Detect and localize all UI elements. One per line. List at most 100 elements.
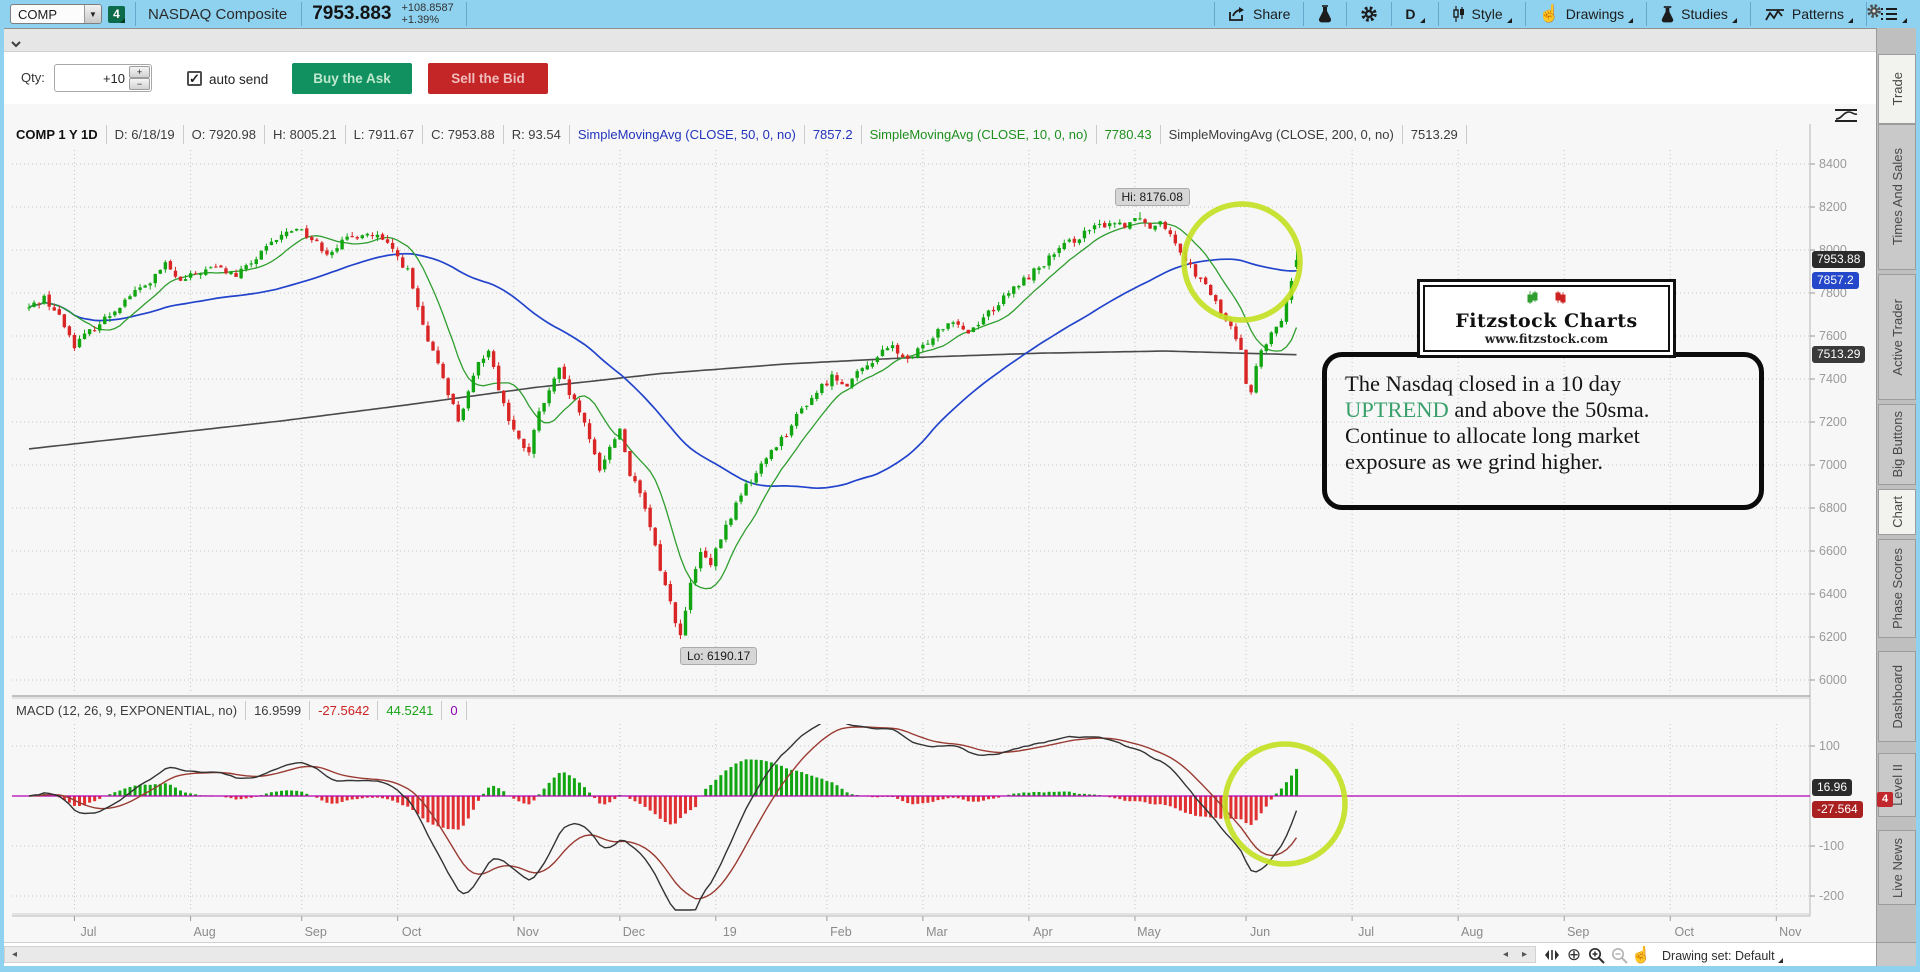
svg-text:May: May <box>1137 925 1161 939</box>
drawings-button[interactable]: ☝ Drawings <box>1526 0 1647 28</box>
dropdown-corner-icon <box>1777 958 1783 963</box>
ohlc-cell: 7780.43 <box>1097 125 1161 144</box>
auto-send-checkbox[interactable]: ✓ <box>187 71 202 86</box>
studies-button[interactable]: Studies <box>1647 0 1750 28</box>
macd-axis-badge: 16.96 <box>1812 778 1853 796</box>
analyze-button[interactable] <box>1304 0 1346 28</box>
svg-text:Aug: Aug <box>193 925 215 939</box>
sidebar-tab-active-trader[interactable]: Active Trader <box>1878 274 1916 400</box>
sidebar-tab-live-news[interactable]: Live News <box>1878 830 1916 905</box>
sidebar-tab-chart[interactable]: Chart <box>1878 489 1916 535</box>
chart-panel[interactable]: 8400820080007800760074007200700068006600… <box>4 104 1876 942</box>
svg-text:Feb: Feb <box>830 925 852 939</box>
qty-decrement-button[interactable]: − <box>129 78 150 90</box>
style-label: Style <box>1471 6 1503 22</box>
analysis-note-box[interactable]: The Nasdaq closed in a 10 day UPTREND an… <box>1322 352 1764 510</box>
logo-url: www.fitzstock.com <box>1484 332 1609 346</box>
toolbar-separator <box>1391 2 1393 26</box>
style-button[interactable]: Style <box>1439 0 1525 28</box>
ohlc-cell: C: 7953.88 <box>423 125 504 144</box>
hand-tool-icon[interactable]: ☝ <box>1631 947 1651 964</box>
price-change: +108.8587 +1.39% <box>401 2 453 26</box>
note-highlight: UPTREND <box>1345 397 1449 422</box>
alert-count-badge[interactable]: 4 <box>108 5 125 23</box>
drawing-set-selector[interactable]: Drawing set: Default <box>1662 949 1783 963</box>
dropdown-corner-icon <box>1902 18 1907 23</box>
qty-value: +10 <box>102 71 125 86</box>
svg-text:Aug: Aug <box>1461 925 1483 939</box>
toolbar-separator <box>301 2 303 26</box>
timeframe-label: D <box>1405 6 1416 22</box>
timeframe-button[interactable]: D <box>1392 0 1437 28</box>
dropdown-corner-icon <box>1506 18 1512 23</box>
fitzstock-logo-box[interactable]: Fitzstock Charts www.fitzstock.com <box>1423 285 1670 352</box>
sell-the-bid-button[interactable]: Sell the Bid <box>428 63 548 94</box>
symbol-dropdown-icon[interactable]: ▼ <box>84 5 101 23</box>
sidebar-tab-trade[interactable]: Trade <box>1878 54 1916 124</box>
svg-text:6000: 6000 <box>1819 673 1847 687</box>
zoom-out-icon[interactable] <box>1609 946 1629 964</box>
sidebar-tab-phase-scores[interactable]: Phase Scores <box>1878 539 1916 638</box>
macd-axis-badge: -27.564 <box>1812 800 1863 818</box>
svg-text:7600: 7600 <box>1819 329 1847 343</box>
stepper-buttons: + − <box>129 66 150 90</box>
macd-header-row: MACD (12, 26, 9, EXPONENTIAL, no) 16.9599… <box>8 701 467 720</box>
toolbar-separator <box>135 2 136 26</box>
price-axis-settings-icon[interactable] <box>1832 108 1860 129</box>
qty-increment-button[interactable]: + <box>129 66 150 78</box>
scroll-left-button[interactable]: ◂ <box>11 949 18 960</box>
scroll-right-button[interactable]: ▸ <box>1521 949 1528 960</box>
gadget-sidebar: Trade Times And Sales Active Trader Big But… <box>1876 28 1917 966</box>
svg-text:Apr: Apr <box>1033 925 1052 939</box>
svg-text:Jul: Jul <box>80 925 96 939</box>
panel-gear-icon[interactable] <box>1866 3 1882 23</box>
price-axis-badge: 7513.29 <box>1812 345 1866 363</box>
horizontal-scrollbar[interactable]: ◂ ◂ ▸ <box>4 946 1536 963</box>
svg-text:7000: 7000 <box>1819 458 1847 472</box>
flask-icon <box>1660 5 1675 23</box>
toolbar-separator <box>1866 2 1867 26</box>
note-line: The Nasdaq closed in a 10 day <box>1345 371 1622 396</box>
flask-icon <box>1317 5 1333 23</box>
sidebar-tab-level-ii[interactable]: Level II <box>1878 753 1916 817</box>
auto-send-label: auto send <box>209 72 269 87</box>
patterns-button[interactable]: Patterns <box>1751 0 1866 28</box>
chart-bottom-bar: ◂ ◂ ▸ ⊕ ☝ Drawing set: Default <box>4 942 1876 966</box>
share-icon <box>1228 6 1247 22</box>
svg-text:-100: -100 <box>1819 839 1844 853</box>
toolbar-separator <box>1214 2 1216 26</box>
scroll-left-button[interactable]: ◂ <box>1502 949 1509 960</box>
zoom-in-icon[interactable] <box>1586 946 1606 964</box>
sidebar-tab-times-and-sales[interactable]: Times And Sales <box>1878 124 1916 270</box>
macd-avg-line <box>28 726 1298 900</box>
toolbar-separator <box>1524 2 1526 26</box>
symbol-select[interactable]: COMP ▼ <box>10 4 102 24</box>
macd-annotation-circle <box>1222 741 1348 867</box>
chevron-down-icon[interactable] <box>10 35 22 53</box>
svg-text:Nov: Nov <box>517 925 540 939</box>
svg-text:Oct: Oct <box>402 925 422 939</box>
sidebar-alert-badge: 4 <box>1877 792 1893 807</box>
ohlc-cell: 7857.2 <box>805 125 862 144</box>
sidebar-tab-big-buttons[interactable]: Big Buttons <box>1878 404 1916 485</box>
buy-the-ask-button[interactable]: Buy the Ask <box>292 63 412 94</box>
ohlc-cell: 7513.29 <box>1403 125 1467 144</box>
note-line: UPTREND and above the 50sma. <box>1345 397 1650 422</box>
chart-canvas[interactable]: 8400820080007800760074007200700068006600… <box>4 104 1876 942</box>
settings-button[interactable] <box>1347 0 1391 28</box>
ohlc-header-row: COMP 1 Y 1D D: 6/18/19 O: 7920.98 H: 8005.2… <box>8 125 1467 144</box>
toolbar-separator <box>1303 2 1305 26</box>
pan-mode-icon[interactable] <box>1542 946 1562 964</box>
crosshair-icon[interactable]: ⊕ <box>1566 945 1582 964</box>
dropdown-corner-icon <box>1848 18 1853 23</box>
candle-style-icon <box>1452 5 1466 23</box>
hand-icon: ☝ <box>1538 4 1560 23</box>
ohlc-cell: D: 6/18/19 <box>107 125 184 144</box>
svg-text:7800: 7800 <box>1819 286 1847 300</box>
macd-cell: 16.9599 <box>246 701 311 720</box>
share-button[interactable]: Share <box>1215 0 1303 28</box>
sidebar-tab-dashboard[interactable]: Dashboard <box>1878 651 1916 742</box>
ohlc-cell: SimpleMovingAvg (CLOSE, 200, 0, no) <box>1161 125 1403 144</box>
chart-menu-button[interactable] <box>1867 0 1920 28</box>
quantity-stepper[interactable]: +10 + − <box>54 64 152 92</box>
